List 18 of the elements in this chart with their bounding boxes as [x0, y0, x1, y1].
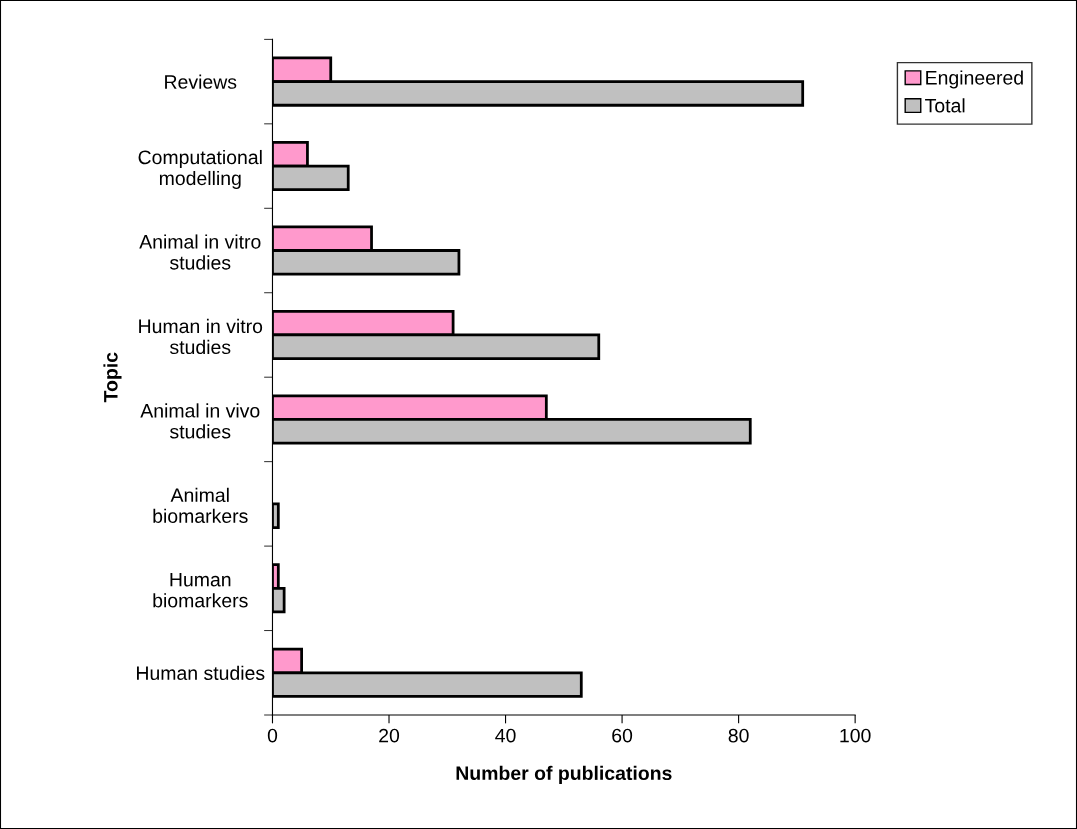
- legend-label: Engineered: [926, 70, 1023, 89]
- x-tick-label: 0: [267, 728, 278, 743]
- x-tick-label: 100: [840, 728, 871, 743]
- y-tick-label: Animal biomarkers: [153, 487, 248, 523]
- x-tick-label: 80: [728, 728, 749, 743]
- x-tick-label: 60: [612, 728, 633, 743]
- x-tick-label: 20: [379, 728, 400, 743]
- y-tick-label: Reviews: [165, 74, 237, 89]
- legend-label: Total: [925, 98, 965, 113]
- x-tick-label: 40: [495, 728, 516, 743]
- y-tick-label: Animal in vivo studies: [140, 403, 260, 439]
- y-tick-label: Computational modelling: [138, 149, 262, 190]
- y-tick-label: Animal in vitro studies: [139, 234, 261, 270]
- y-tick-label: Human in vitro studies: [139, 318, 263, 355]
- y-tick-label: Human studies: [137, 665, 265, 681]
- x-axis-title: Number of publications: [456, 765, 672, 784]
- y-tick-label: Human biomarkers: [153, 572, 248, 608]
- y-axis-title: Topic: [103, 352, 122, 403]
